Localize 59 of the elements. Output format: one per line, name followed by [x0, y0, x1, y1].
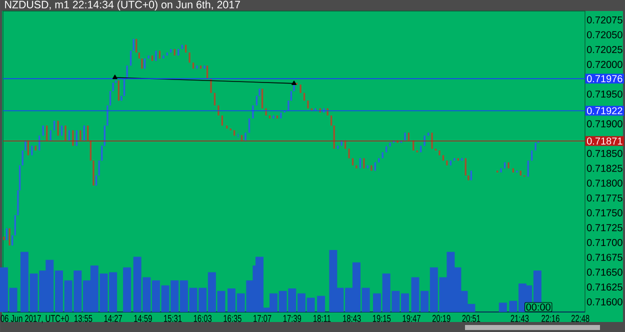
- candlestick: [72, 130, 74, 146]
- candlestick: [14, 214, 16, 236]
- y-tick-label: 0.71775: [586, 194, 622, 202]
- ref-line-label: 0.71976: [586, 75, 622, 82]
- x-tick-label: 19:47: [402, 314, 420, 322]
- candlestick: [363, 158, 365, 169]
- x-tick-label: 17:07: [254, 314, 272, 322]
- y-tick-label: 0.71625: [586, 284, 622, 291]
- x-tick-label: 20:19: [432, 314, 450, 322]
- bar: [123, 267, 132, 312]
- y-tick-label: 0.71850: [586, 150, 622, 158]
- candlestick: [109, 90, 112, 106]
- y-tick-label: 0.71900: [586, 120, 622, 128]
- candlestick: [252, 105, 254, 119]
- candlestick: [64, 125, 66, 141]
- y-tick-label: 0.71800: [586, 180, 622, 187]
- y-tick-label: 0.71700: [586, 238, 622, 246]
- candlestick: [46, 125, 48, 141]
- y-tick-label: 0.71675: [586, 254, 622, 261]
- y-tick-label: 0.71725: [586, 224, 622, 232]
- y-tick-label: 0.72075: [586, 16, 622, 24]
- candlestick: [126, 65, 128, 79]
- x-tick-label: 22:16: [542, 314, 560, 322]
- y-tick-label: 0.72000: [586, 60, 622, 68]
- y-tick-label: 0.71650: [586, 268, 622, 276]
- y-tick-label: 0.71600: [586, 298, 622, 306]
- y-tick-label: 0.72050: [586, 31, 622, 38]
- candlestick: [464, 158, 466, 176]
- candlestick: [237, 133, 239, 138]
- x-tick-label: 16:35: [224, 314, 242, 322]
- x-tick-label: 14:59: [134, 314, 152, 322]
- ref-line-label: 0.71871: [586, 137, 622, 145]
- annotation: 00:00: [526, 304, 550, 311]
- candlestick: [359, 158, 362, 169]
- x-tick-label: 18:11: [314, 314, 331, 322]
- candlestick: [8, 228, 10, 246]
- x-tick-label: 18:43: [343, 314, 361, 322]
- y-tick-label: 0.71750: [586, 209, 622, 216]
- bar: [317, 296, 326, 312]
- x-tick-label: 13:55: [74, 314, 92, 322]
- chart-title: NZDUSD, m1 22:14:34 (UTC+0) on Jun 6th, 2017: [5, 0, 240, 10]
- y-tick-label: 0.71825: [586, 164, 622, 172]
- candlestick: [98, 160, 100, 176]
- x-tick-label: 21:43: [510, 314, 529, 322]
- ref-line-label: 0.71922: [586, 107, 622, 114]
- x-tick-label: 14:27: [104, 314, 122, 322]
- x-tick-label: 17:39: [283, 314, 302, 322]
- candlestick: [210, 78, 212, 94]
- x-tick-label: 15:31: [164, 314, 182, 322]
- x-tick-label: 20:51: [462, 314, 480, 322]
- candlestick: [83, 125, 85, 141]
- candlestick: [87, 125, 89, 141]
- x-tick-label: 19:15: [372, 314, 391, 322]
- x-tick-label: 16:03: [194, 314, 212, 322]
- candlestick: [22, 150, 24, 166]
- x-tick-label: 22:48: [571, 314, 590, 322]
- y-tick-label: 0.71950: [586, 90, 622, 98]
- y-tick-label: 0.72025: [586, 46, 622, 54]
- bar: [498, 302, 507, 312]
